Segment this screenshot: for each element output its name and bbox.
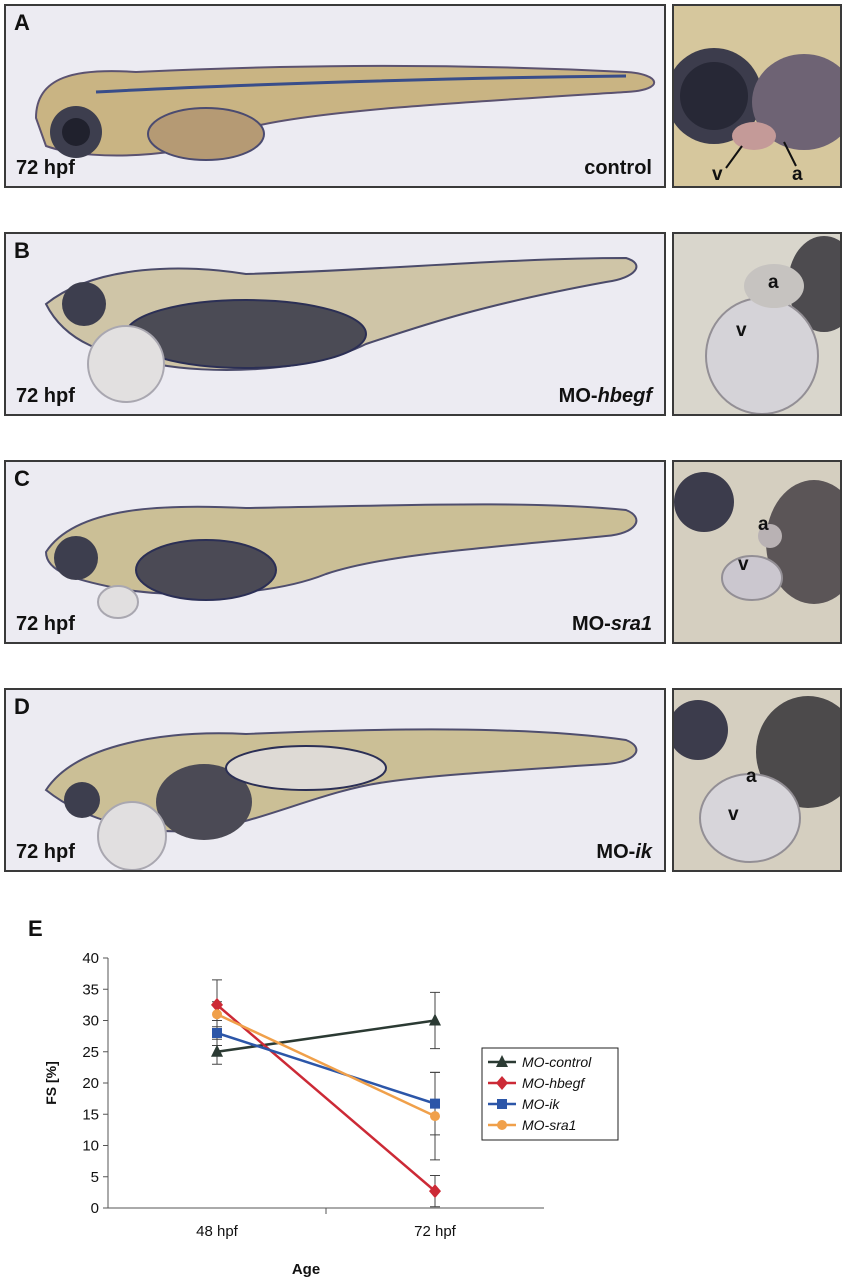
x-tick-label: 72 hpf [414, 1223, 457, 1240]
fs-chart-svg: 0 5 10 15 20 25 30 35 40 48 hpf 72 hpf FS [%] Age MO-… [43, 950, 619, 1278]
y-tick-label: 15 [82, 1106, 99, 1123]
y-tick-label: 40 [82, 950, 99, 967]
legend-label: MO-ik [522, 1096, 560, 1112]
age-label: 72 hpf [16, 841, 75, 863]
data-point [211, 1044, 223, 1057]
atrium-label: a [758, 514, 769, 535]
larva-c-drawing [44, 503, 638, 619]
legend-label: MO-control [522, 1054, 592, 1070]
panel-a-image: A 72 hpf control [4, 4, 666, 188]
panel-c-image: C 72 hpf MO-sra1 [4, 460, 666, 644]
heart-d-drawing [674, 690, 840, 870]
data-point [429, 1184, 441, 1199]
panel-d-zoom: a v [672, 688, 842, 872]
series-line [216, 1031, 436, 1105]
y-axis-label: FS [%] [43, 1061, 59, 1105]
series-line [216, 1013, 436, 1118]
atrium-label: a [768, 272, 779, 293]
y-tick-label: 25 [82, 1044, 99, 1061]
legend-marker [497, 1099, 507, 1109]
panel-c-zoom: a v [672, 460, 842, 644]
panel-d-image: D 72 hpf MO-ik [4, 688, 666, 872]
condition-label: MO-ik [596, 841, 652, 863]
data-point [430, 1098, 440, 1109]
panel-letter: B [14, 238, 30, 263]
y-tick-label: 0 [91, 1200, 99, 1217]
atrium-label: a [746, 766, 757, 787]
x-axis-label: Age [292, 1261, 320, 1278]
x-tick-label: 48 hpf [196, 1223, 239, 1240]
condition-label: MO-sra1 [571, 613, 652, 635]
condition-label: control [584, 157, 652, 179]
ventricle-label: v [712, 164, 723, 185]
series-line [216, 1019, 436, 1053]
larva-a-drawing [34, 64, 656, 161]
panel-a-zoom: v a [672, 4, 842, 188]
y-tick-label: 35 [82, 981, 99, 998]
data-point [429, 1013, 441, 1026]
panel-b-zoom: a v [672, 232, 842, 416]
y-tick-label: 10 [82, 1138, 99, 1155]
panel-letter: D [14, 694, 30, 719]
data-point [212, 1009, 222, 1020]
legend-label: MO-sra1 [522, 1117, 576, 1133]
data-point [430, 1111, 440, 1122]
age-label: 72 hpf [16, 157, 75, 179]
larva-d-drawing [44, 728, 638, 870]
ventricle-label: v [728, 804, 739, 825]
y-tick-label: 20 [82, 1075, 99, 1092]
data-point [211, 997, 223, 1012]
heart-b-drawing [674, 234, 840, 414]
panel-letter: C [14, 466, 30, 491]
ventricle-label: v [736, 320, 747, 341]
fs-chart: E 0 5 10 15 20 25 30 35 40 48 hpf 72 hpf FS [%] Age M… [0, 900, 846, 1280]
legend-marker [496, 1055, 508, 1067]
atrium-label: a [792, 164, 803, 185]
data-point [212, 1028, 222, 1038]
legend-marker [496, 1076, 508, 1090]
y-tick-label: 5 [91, 1169, 99, 1186]
y-tick-label: 30 [82, 1013, 99, 1030]
panel-b-image: B 72 hpf MO-hbegf [4, 232, 666, 416]
ventricle-label: v [738, 554, 749, 575]
panel-letter: A [14, 10, 30, 35]
legend-marker [497, 1120, 507, 1130]
condition-label: MO-hbegf [558, 385, 652, 407]
age-label: 72 hpf [16, 385, 75, 407]
panel-letter: E [28, 916, 43, 941]
heart-c-drawing [674, 462, 840, 642]
larva-b-drawing [44, 256, 638, 403]
age-label: 72 hpf [16, 613, 75, 635]
legend-label: MO-hbegf [522, 1075, 586, 1091]
series-line [216, 1003, 436, 1193]
heart-a-drawing [674, 6, 840, 186]
